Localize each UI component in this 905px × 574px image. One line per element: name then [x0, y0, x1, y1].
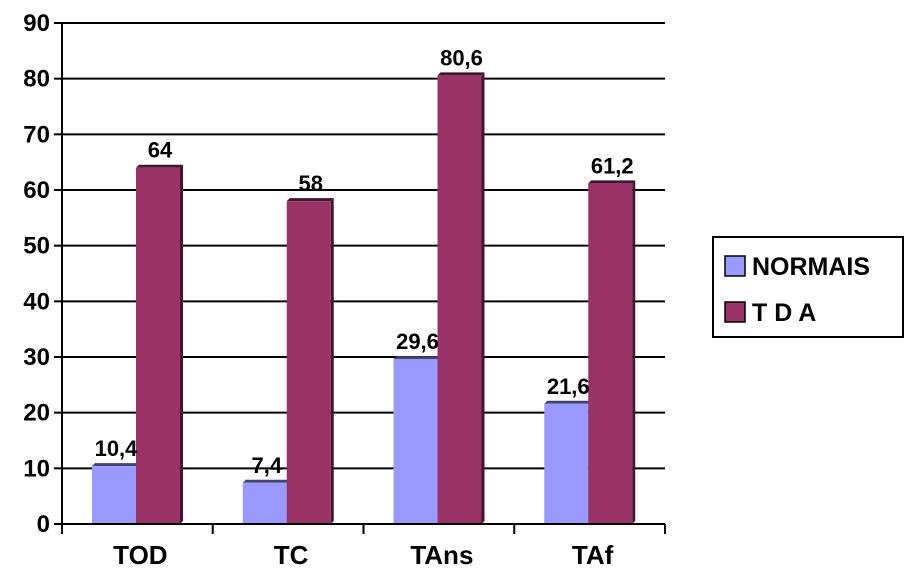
y-tick-label: 60	[23, 177, 50, 204]
bar-top-normais	[393, 356, 441, 360]
data-label: 80,6	[440, 45, 483, 70]
bar-normais-tans	[393, 359, 438, 524]
x-category-labels: TOD TC TAns TAf	[113, 540, 613, 570]
bar-tda-tans	[437, 75, 482, 525]
x-category-label: TAns	[410, 540, 473, 570]
legend: NORMAIS T D A	[712, 236, 904, 338]
y-tick-label: 50	[23, 233, 50, 260]
bar-tda-tod	[136, 167, 180, 524]
bar-side-tda	[481, 72, 485, 525]
bar-tda-taf	[588, 183, 633, 524]
data-label: 58	[299, 171, 323, 196]
legend-swatch-tda	[724, 301, 746, 323]
bar-top-tda	[588, 180, 636, 184]
x-category-label: TC	[274, 540, 309, 570]
bar-top-tda	[437, 72, 485, 76]
y-tick-label: 0	[37, 511, 50, 538]
y-tick-label: 40	[23, 288, 50, 315]
y-tick-labels: 0 10 20 30 40 50 60 70 80 90	[23, 10, 50, 538]
y-tick-label: 30	[23, 344, 50, 371]
data-label: 64	[148, 138, 173, 163]
bar-top-tda	[286, 198, 334, 202]
data-label: 7,4	[251, 453, 282, 478]
bar-normais-tc	[242, 482, 287, 524]
data-label: 61,2	[591, 153, 634, 178]
bar-top-normais	[544, 400, 592, 404]
bar-side-tda	[330, 198, 334, 524]
data-label: 21,6	[547, 374, 590, 399]
legend-label-tda: T D A	[752, 299, 816, 327]
bars	[92, 72, 636, 525]
bar-normais-tod	[92, 466, 136, 524]
legend-label-normais: NORMAIS	[752, 253, 870, 281]
x-category-label: TAf	[572, 540, 614, 570]
legend-swatch-normais	[724, 255, 746, 277]
bar-tda-tc	[286, 201, 331, 524]
bar-side-tda	[632, 180, 636, 524]
bar-normais-taf	[544, 403, 589, 524]
axes	[54, 22, 666, 534]
bar-top-tda	[136, 164, 183, 168]
y-tick-label: 10	[23, 455, 50, 482]
data-label: 10,4	[95, 436, 139, 461]
y-tick-label: 90	[23, 10, 50, 37]
data-labels: 10,4 64 7,4 58 29,6 80,6 21,6 61,2	[95, 45, 634, 477]
bar-side-tda	[180, 164, 183, 524]
bar-top-normais	[242, 479, 290, 483]
y-tick-label: 70	[23, 121, 50, 148]
y-tick-label: 80	[23, 66, 50, 93]
bar-top-normais	[92, 463, 139, 467]
y-tick-label: 20	[23, 400, 50, 427]
x-category-label: TOD	[113, 540, 167, 570]
data-label: 29,6	[396, 329, 439, 354]
